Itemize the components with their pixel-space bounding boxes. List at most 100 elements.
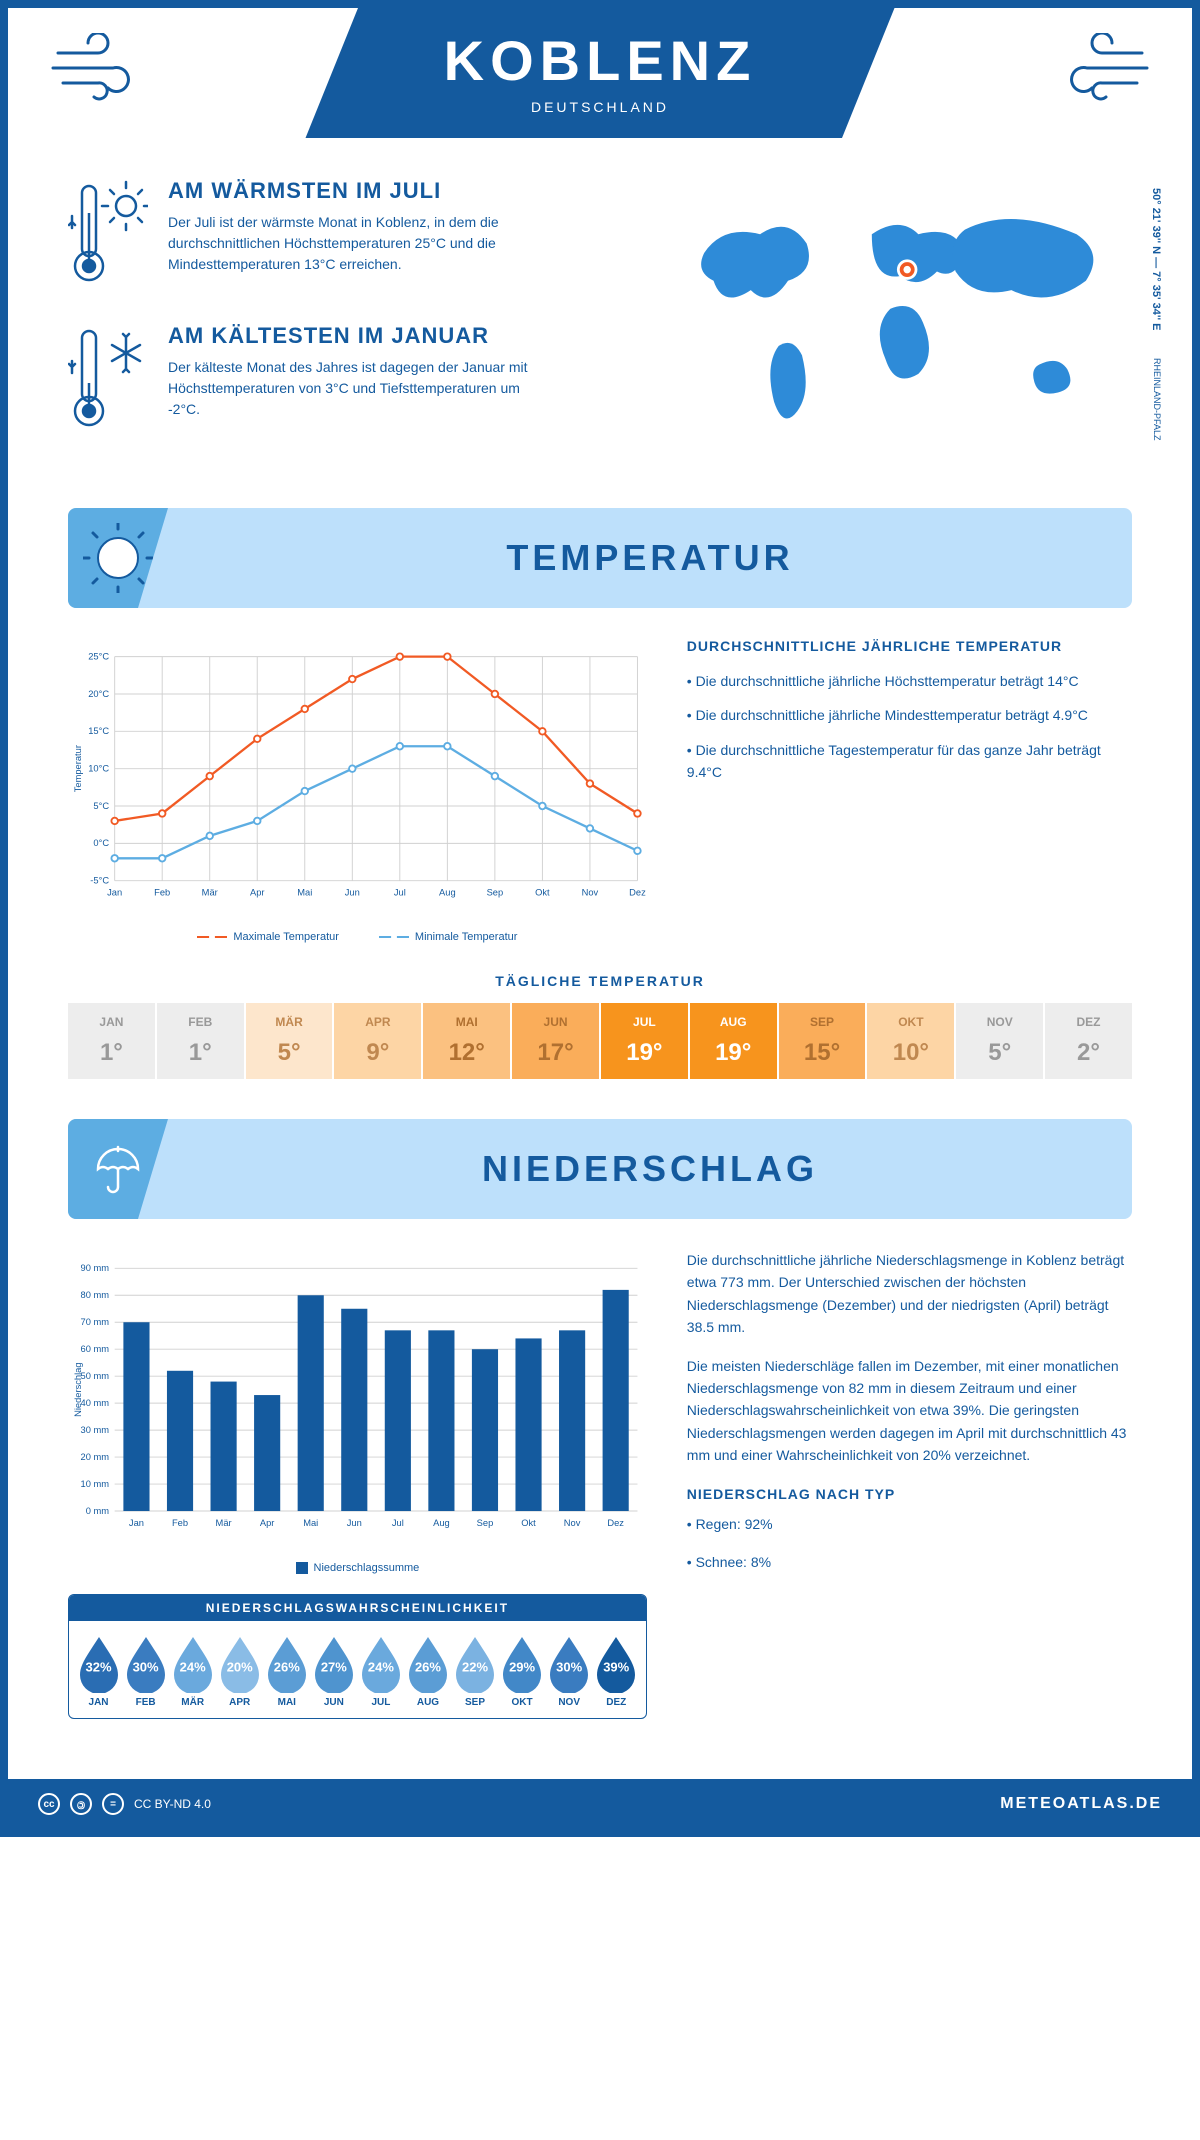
country-subtitle: DEUTSCHLAND: [444, 99, 757, 115]
svg-text:Mai: Mai: [303, 1518, 318, 1528]
legend-precip: Niederschlagssumme: [314, 1562, 420, 1574]
daily-temp-cell: MAI12°: [421, 1003, 510, 1079]
precip-prob-drop: 24%MÄR: [169, 1635, 216, 1708]
legend-max: Maximale Temperatur: [233, 931, 339, 943]
svg-text:Jun: Jun: [347, 1518, 362, 1528]
svg-text:Temperatur: Temperatur: [73, 745, 83, 792]
svg-text:Jul: Jul: [392, 1518, 404, 1528]
precip-prob-drop: 26%AUG: [404, 1635, 451, 1708]
svg-text:Mär: Mär: [216, 1518, 232, 1528]
daily-temp-cell: MÄR5°: [244, 1003, 333, 1079]
temperature-line-chart: -5°C 0°C 5°C 10°C 15°C 20°C 25°C Jan Feb Mär Apr Ma…: [68, 638, 647, 943]
precipitation-bar-chart: 0 mm10 mm20 mm30 mm40 mm50 mm60 mm70 mm8…: [68, 1249, 647, 1549]
svg-text:Apr: Apr: [260, 1518, 275, 1528]
precip-type-title: NIEDERSCHLAG NACH TYP: [687, 1483, 1132, 1505]
sun-icon: [68, 508, 168, 608]
daily-temp-cell: DEZ2°: [1043, 1003, 1132, 1079]
svg-text:Aug: Aug: [439, 888, 456, 898]
wind-icon: [1042, 33, 1152, 108]
temp-avg-title: DURCHSCHNITTLICHE JÄHRLICHE TEMPERATUR: [687, 638, 1132, 654]
daily-temp-cell: AUG19°: [688, 1003, 777, 1079]
svg-text:20°C: 20°C: [88, 689, 109, 699]
chart-legend: Niederschlagssumme: [68, 1562, 647, 1574]
daily-temp-cell: SEP15°: [777, 1003, 866, 1079]
svg-text:-5°C: -5°C: [90, 875, 109, 885]
coordinates: 50° 21' 39'' N — 7° 35' 34'' E: [1150, 188, 1162, 331]
svg-text:Dez: Dez: [629, 888, 646, 898]
precip-prob-drop: 30%NOV: [546, 1635, 593, 1708]
svg-text:10°C: 10°C: [88, 763, 109, 773]
svg-text:Apr: Apr: [250, 888, 265, 898]
svg-text:Aug: Aug: [433, 1518, 450, 1528]
city-title: KOBLENZ: [444, 28, 757, 93]
daily-temp-title: TÄGLICHE TEMPERATUR: [68, 973, 1132, 989]
svg-text:Nov: Nov: [564, 1518, 581, 1528]
wind-icon: [48, 33, 158, 108]
temp-bullet: • Die durchschnittliche jährliche Mindes…: [687, 704, 1132, 726]
svg-text:15°C: 15°C: [88, 726, 109, 736]
world-map: [667, 178, 1132, 458]
precip-type-bullet: • Regen: 92%: [687, 1513, 1132, 1535]
umbrella-icon: [68, 1119, 168, 1219]
svg-text:Nov: Nov: [582, 888, 599, 898]
svg-text:Jan: Jan: [107, 888, 122, 898]
daily-temp-cell: JUN17°: [510, 1003, 599, 1079]
svg-text:Okt: Okt: [535, 888, 550, 898]
precip-prob-drop: 22%SEP: [452, 1635, 499, 1708]
legend-min: Minimale Temperatur: [415, 931, 518, 943]
by-icon: 🄯: [70, 1793, 92, 1815]
svg-text:Jul: Jul: [394, 888, 406, 898]
svg-text:Feb: Feb: [154, 888, 170, 898]
svg-text:Sep: Sep: [477, 1518, 494, 1528]
precip-prob-drop: 39%DEZ: [593, 1635, 640, 1708]
region-label: RHEINLAND-PFALZ: [1152, 358, 1162, 441]
svg-text:0°C: 0°C: [93, 838, 109, 848]
precip-prob-drop: 29%OKT: [499, 1635, 546, 1708]
svg-text:70 mm: 70 mm: [81, 1317, 110, 1327]
svg-text:60 mm: 60 mm: [81, 1344, 110, 1354]
warmest-title: AM WÄRMSTEN IM JULI: [168, 178, 548, 204]
svg-text:Feb: Feb: [172, 1518, 188, 1528]
svg-text:Okt: Okt: [521, 1518, 536, 1528]
infographic-page: KOBLENZ DEUTSCHLAND AM WÄRMSTEN IM JULI …: [0, 0, 1200, 1837]
svg-text:5°C: 5°C: [93, 801, 109, 811]
precip-probability-box: NIEDERSCHLAGSWAHRSCHEINLICHKEIT 32%JAN30…: [68, 1594, 647, 1719]
svg-text:Niederschlag: Niederschlag: [73, 1362, 83, 1416]
precip-paragraph: Die meisten Niederschläge fallen im Deze…: [687, 1355, 1132, 1467]
svg-text:10 mm: 10 mm: [81, 1479, 110, 1489]
precip-prob-drop: 27%JUN: [310, 1635, 357, 1708]
svg-text:Dez: Dez: [607, 1518, 624, 1528]
section-header-precipitation: NIEDERSCHLAG: [68, 1119, 1132, 1219]
precip-prob-drop: 30%FEB: [122, 1635, 169, 1708]
precip-prob-drop: 26%MAI: [263, 1635, 310, 1708]
svg-text:Sep: Sep: [487, 888, 504, 898]
daily-temp-cell: JAN1°: [68, 1003, 155, 1079]
svg-text:Mär: Mär: [202, 888, 218, 898]
thermometer-snow-icon: [68, 323, 148, 438]
header-banner: KOBLENZ DEUTSCHLAND: [8, 8, 1192, 138]
svg-text:0 mm: 0 mm: [86, 1506, 110, 1516]
chart-legend: Maximale Temperatur Minimale Temperatur: [68, 931, 647, 943]
warm-cold-section: AM WÄRMSTEN IM JULI Der Juli ist der wär…: [68, 178, 1132, 468]
footer-bar: cc 🄯 = CC BY-ND 4.0 METEOATLAS.DE: [8, 1779, 1192, 1829]
precip-prob-drop: 24%JUL: [357, 1635, 404, 1708]
warmest-text: Der Juli ist der wärmste Monat in Koblen…: [168, 212, 548, 275]
svg-text:Mai: Mai: [297, 888, 312, 898]
thermometer-sun-icon: [68, 178, 148, 293]
precip-prob-drop: 20%APR: [216, 1635, 263, 1708]
daily-temp-cell: NOV5°: [954, 1003, 1043, 1079]
daily-temp-cell: OKT10°: [865, 1003, 954, 1079]
section-title: TEMPERATUR: [168, 537, 1132, 579]
coldest-text: Der kälteste Monat des Jahres ist dagege…: [168, 357, 548, 420]
cc-icon: cc: [38, 1793, 60, 1815]
daily-temp-table: JAN1°FEB1°MÄR5°APR9°MAI12°JUN17°JUL19°AU…: [68, 1003, 1132, 1079]
prob-title: NIEDERSCHLAGSWAHRSCHEINLICHKEIT: [69, 1595, 646, 1621]
svg-text:25°C: 25°C: [88, 651, 109, 661]
precip-paragraph: Die durchschnittliche jährliche Niedersc…: [687, 1249, 1132, 1339]
svg-text:Jun: Jun: [345, 888, 360, 898]
svg-text:80 mm: 80 mm: [81, 1290, 110, 1300]
svg-text:30 mm: 30 mm: [81, 1425, 110, 1435]
site-name: METEOATLAS.DE: [1000, 1795, 1162, 1813]
svg-text:20 mm: 20 mm: [81, 1452, 110, 1462]
svg-text:40 mm: 40 mm: [81, 1398, 110, 1408]
